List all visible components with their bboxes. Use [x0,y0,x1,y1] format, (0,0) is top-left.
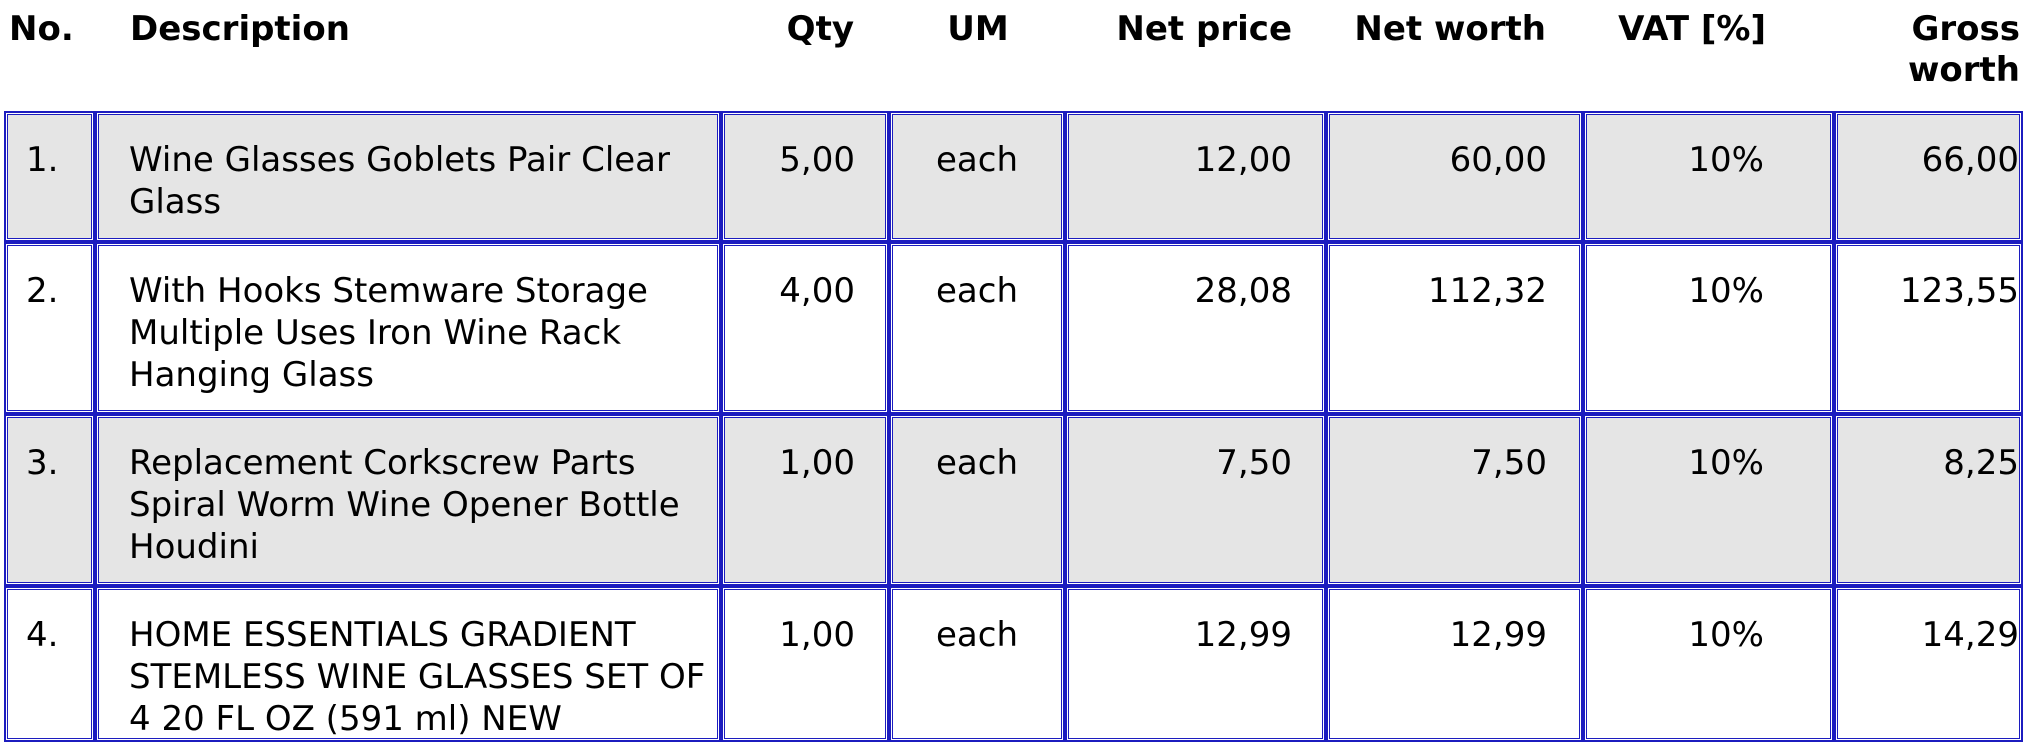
row-qty: 5,00 [779,140,855,180]
header-vat: VAT [%] [1618,9,1766,49]
header-net-worth: Net worth [1354,9,1546,49]
row-description: With Hooks Stemware Storage Multiple Use… [129,271,648,395]
row-vat-cell: 10% [1583,111,1834,242]
row-net-worth: 12,99 [1449,615,1547,655]
row-gross-worth-cell: 66,00 [1834,111,2023,242]
header-net-price: Net price [1116,9,1292,49]
row-net-price: 12,99 [1194,615,1292,655]
row-qty: 4,00 [779,271,855,311]
row-net-price-cell: 28,08 [1065,242,1326,414]
row-no: 3. [26,443,59,483]
row-um-cell: each [889,586,1065,742]
row-qty-cell: 1,00 [721,586,889,742]
row-description-cell: HOME ESSENTIALS GRADIENT STEMLESS WINE G… [95,586,721,742]
row-description-cell: Wine Glasses Goblets Pair Clear Glass [95,111,721,242]
row-no-cell: 2. [4,242,95,414]
row-no: 1. [26,140,59,180]
row-gross-worth: 123,55 [1900,271,2019,311]
row-gross-worth-cell: 123,55 [1834,242,2023,414]
row-description: Wine Glasses Goblets Pair Clear Glass [129,140,670,222]
row-qty-cell: 1,00 [721,414,889,586]
row-vat: 10% [1688,140,1764,180]
table-row: 2. With Hooks Stemware Storage Multiple … [4,242,2023,414]
header-no: No. [9,9,74,49]
row-no: 2. [26,271,59,311]
row-net-worth: 112,32 [1428,271,1547,311]
row-gross-worth-cell: 14,29 [1834,586,2023,742]
row-net-price-cell: 12,99 [1065,586,1326,742]
row-no-cell: 3. [4,414,95,586]
row-um-cell: each [889,242,1065,414]
header-description: Description [130,9,350,49]
row-vat: 10% [1688,443,1764,483]
row-net-worth: 7,50 [1471,443,1547,483]
row-gross-worth: 14,29 [1921,615,2019,655]
header-gross-line1: Gross [1911,9,2020,49]
row-description: Replacement Corkscrew Parts Spiral Worm … [129,443,680,567]
row-net-price-cell: 7,50 [1065,414,1326,586]
row-gross-worth: 66,00 [1921,140,2019,180]
row-net-price: 28,08 [1194,271,1292,311]
table-row: 1. Wine Glasses Goblets Pair Clear Glass… [4,111,2023,242]
row-um: each [936,615,1018,655]
row-um-cell: each [889,414,1065,586]
header-um: UM [947,9,1009,49]
row-vat-cell: 10% [1583,586,1834,742]
row-net-price-cell: 12,00 [1065,111,1326,242]
row-vat: 10% [1688,615,1764,655]
row-description: HOME ESSENTIALS GRADIENT STEMLESS WINE G… [129,615,706,739]
header-gross-worth: Gross worth [1834,9,2020,91]
table-row: 3. Replacement Corkscrew Parts Spiral Wo… [4,414,2023,586]
row-gross-worth-cell: 8,25 [1834,414,2023,586]
row-no-cell: 1. [4,111,95,242]
row-net-worth: 60,00 [1449,140,1547,180]
items-table: 1. Wine Glasses Goblets Pair Clear Glass… [4,111,2023,742]
row-description-cell: With Hooks Stemware Storage Multiple Use… [95,242,721,414]
row-net-worth-cell: 7,50 [1326,414,1583,586]
row-qty-cell: 5,00 [721,111,889,242]
row-um: each [936,443,1018,483]
table-header: No. Description Qty UM Net price Net wor… [0,0,2023,110]
row-net-price: 7,50 [1216,443,1292,483]
header-gross-line2: worth [1908,50,2020,90]
row-gross-worth: 8,25 [1943,443,2019,483]
row-net-price: 12,00 [1194,140,1292,180]
row-um-cell: each [889,111,1065,242]
row-net-worth-cell: 112,32 [1326,242,1583,414]
row-vat-cell: 10% [1583,242,1834,414]
row-no-cell: 4. [4,586,95,742]
table-row: 4. HOME ESSENTIALS GRADIENT STEMLESS WIN… [4,586,2023,742]
row-um: each [936,271,1018,311]
row-qty: 1,00 [779,443,855,483]
row-vat: 10% [1688,271,1764,311]
row-no: 4. [26,615,59,655]
row-qty: 1,00 [779,615,855,655]
row-net-worth-cell: 60,00 [1326,111,1583,242]
row-description-cell: Replacement Corkscrew Parts Spiral Worm … [95,414,721,586]
row-um: each [936,140,1018,180]
row-qty-cell: 4,00 [721,242,889,414]
header-qty: Qty [786,9,854,49]
row-net-worth-cell: 12,99 [1326,586,1583,742]
row-vat-cell: 10% [1583,414,1834,586]
